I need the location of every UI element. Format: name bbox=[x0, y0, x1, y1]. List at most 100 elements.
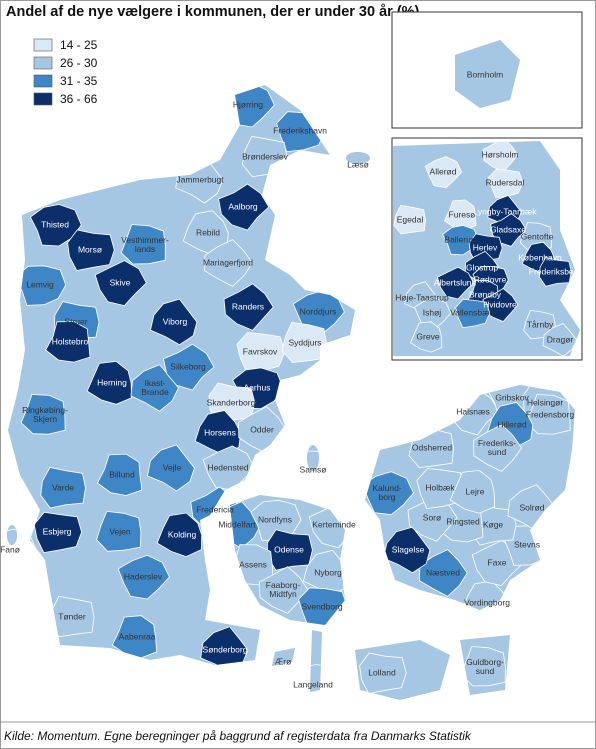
municipality-label: Odsherred bbox=[412, 442, 452, 452]
municipality-label: Billund bbox=[109, 469, 135, 479]
municipality-label: Herlev bbox=[473, 242, 498, 252]
municipality-label: Lyngby-Taarbæk bbox=[474, 206, 538, 216]
municipality-label: Brande bbox=[141, 387, 169, 397]
municipality-label: Rødovre bbox=[474, 274, 507, 284]
municipality-label: sund bbox=[476, 666, 495, 676]
municipality bbox=[218, 183, 270, 231]
municipality-label: Aalborg bbox=[228, 201, 258, 211]
municipality bbox=[223, 283, 274, 331]
municipality-label: Høje-Taastrup bbox=[395, 292, 449, 302]
municipality-label: Kolding bbox=[168, 529, 197, 539]
municipality-label: Frederiksberg bbox=[529, 266, 582, 276]
municipality-label: Odense bbox=[274, 544, 304, 554]
legend-label: 26 - 30 bbox=[60, 56, 98, 70]
municipality-label: Furesø bbox=[449, 209, 476, 219]
municipality bbox=[120, 224, 166, 265]
municipality-label: Gladsaxe bbox=[490, 224, 526, 234]
municipality bbox=[443, 199, 477, 231]
municipality bbox=[33, 511, 83, 554]
municipality-label: Hedensted bbox=[207, 462, 248, 472]
municipality bbox=[111, 615, 158, 659]
municipality-label: Greve bbox=[416, 331, 439, 341]
legend-label: 14 - 25 bbox=[60, 38, 98, 52]
municipality-label: Læsø bbox=[347, 159, 369, 169]
municipality bbox=[413, 297, 452, 329]
municipality bbox=[29, 204, 82, 247]
municipality-label: Glostrup bbox=[466, 262, 498, 272]
municipality bbox=[149, 298, 198, 346]
municipality-label: Rebild bbox=[196, 227, 220, 237]
municipality-label: Gentofte bbox=[521, 231, 554, 241]
municipality-label: Skanderborg bbox=[207, 397, 256, 407]
municipality bbox=[393, 204, 427, 235]
municipality-label: Lolland bbox=[368, 667, 396, 677]
labels: Hjørring Frederikshavn Brønderslev Læsø Jamm… bbox=[0, 69, 581, 689]
municipality-label: Skive bbox=[110, 277, 131, 287]
municipality-label: Vallensbæk bbox=[450, 307, 495, 317]
municipality-label: Lemvig bbox=[26, 279, 54, 289]
municipality-label: Fanø bbox=[0, 544, 20, 554]
source: Kilde: Momentum. Egne beregninger på bag… bbox=[4, 729, 472, 743]
municipality-label: Favrskov bbox=[243, 346, 278, 356]
municipality-label: Samsø bbox=[300, 464, 327, 474]
municipality-label: Solrød bbox=[519, 502, 544, 512]
legend-label: 31 - 35 bbox=[60, 74, 98, 88]
municipality bbox=[162, 343, 215, 391]
municipality-label: Næstved bbox=[426, 567, 460, 577]
municipality-label: Herning bbox=[97, 377, 127, 387]
title: Andel af de nye vælgere i kommunen, der … bbox=[6, 4, 420, 20]
municipality-label: Vejle bbox=[163, 462, 182, 472]
municipality bbox=[542, 323, 578, 356]
municipality-label: Helsingør bbox=[527, 397, 564, 407]
municipality-label: Hjørring bbox=[233, 99, 263, 109]
municipality bbox=[236, 332, 286, 374]
municipality-label: Nordfyns bbox=[258, 514, 292, 524]
legend-swatch bbox=[33, 56, 53, 70]
municipality-label: Odder bbox=[250, 424, 274, 434]
municipality bbox=[473, 424, 523, 472]
municipality bbox=[20, 394, 66, 435]
legend-label: 36 - 66 bbox=[60, 92, 98, 106]
municipality-label: Nyborg bbox=[314, 567, 342, 577]
municipality bbox=[117, 554, 170, 600]
municipality-label: Albertslund bbox=[434, 277, 477, 287]
municipality bbox=[96, 453, 143, 496]
municipality-label: Mariagerfjord bbox=[203, 257, 253, 267]
municipality-label: Haderslev bbox=[124, 571, 163, 581]
municipality-label: Halsnæs bbox=[456, 406, 490, 416]
municipality-label: Assens bbox=[239, 559, 267, 569]
municipality-label: Hillerød bbox=[497, 419, 527, 429]
municipality-label: Skjern bbox=[33, 414, 57, 424]
municipality-label: Morsø bbox=[78, 244, 102, 254]
municipality-label: Ishøj bbox=[423, 307, 442, 317]
municipality bbox=[94, 260, 147, 307]
municipality-label: Rudersdal bbox=[486, 177, 525, 187]
municipality bbox=[424, 156, 463, 189]
municipality-label: Middelfart bbox=[218, 519, 256, 529]
municipality bbox=[482, 141, 519, 173]
municipality-label: Bornholm bbox=[467, 69, 503, 79]
legend-swatch bbox=[33, 38, 53, 52]
municipality-label: Faaborg- bbox=[266, 580, 301, 590]
municipality-label: sund bbox=[488, 447, 507, 457]
municipality-label: Sorø bbox=[423, 512, 441, 522]
municipality-label: Thisted bbox=[41, 219, 69, 229]
municipality bbox=[96, 510, 142, 552]
legend-swatch bbox=[33, 92, 53, 106]
municipality-label: Langeland bbox=[293, 679, 333, 689]
municipality-label: Vejen bbox=[109, 526, 131, 536]
municipality-label: Holbæk bbox=[425, 482, 455, 492]
municipality-label: Syddjurs bbox=[288, 337, 321, 347]
municipality-label: Aabenraa bbox=[119, 631, 156, 641]
municipality-label: Ballerup bbox=[444, 234, 475, 244]
municipality-label: Ringsted bbox=[446, 516, 480, 526]
municipality bbox=[487, 168, 524, 199]
municipality-label: Holstebro bbox=[52, 336, 89, 346]
municipality-label: Jammerbugt bbox=[176, 174, 224, 184]
municipality bbox=[130, 364, 179, 412]
municipality-label: Varde bbox=[52, 482, 74, 492]
municipality bbox=[258, 566, 309, 614]
municipality-label: Ikast- bbox=[145, 378, 166, 388]
municipality-label: Frederikshavn bbox=[273, 125, 327, 135]
